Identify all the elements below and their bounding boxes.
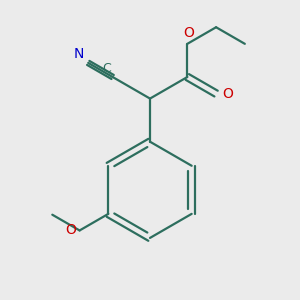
- Text: O: O: [65, 224, 76, 238]
- Text: O: O: [183, 26, 194, 40]
- Text: N: N: [74, 47, 84, 61]
- Text: O: O: [222, 87, 233, 100]
- Text: C: C: [102, 62, 111, 75]
